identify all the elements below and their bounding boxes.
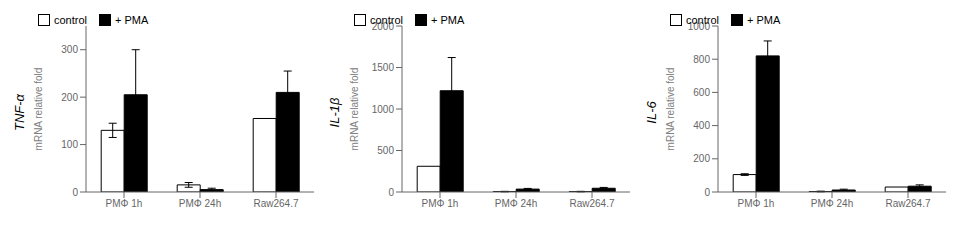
svg-text:500: 500 [377,145,394,156]
svg-text:PMΦ 1h: PMΦ 1h [738,198,775,209]
svg-text:600: 600 [693,87,710,98]
svg-text:Raw264.7: Raw264.7 [885,198,930,209]
svg-text:0: 0 [388,187,394,198]
svg-text:100: 100 [61,139,78,150]
svg-text:Raw264.7: Raw264.7 [253,198,298,209]
svg-text:400: 400 [693,120,710,131]
svg-text:PMΦ 1h: PMΦ 1h [106,198,143,209]
svg-text:PMΦ 24h: PMΦ 24h [495,198,537,209]
svg-text:Raw264.7: Raw264.7 [569,198,614,209]
svg-text:mRNA relative fold: mRNA relative fold [349,68,360,151]
svg-text:PMΦ 1h: PMΦ 1h [422,198,459,209]
svg-text:0: 0 [704,187,710,198]
svg-text:PMΦ 24h: PMΦ 24h [811,198,853,209]
svg-text:PMΦ 24h: PMΦ 24h [179,198,221,209]
svg-text:mRNA relative fold: mRNA relative fold [33,68,44,151]
svg-text:1500: 1500 [372,62,395,73]
svg-text:300: 300 [61,44,78,55]
svg-text:2000: 2000 [372,21,395,32]
svg-text:1000: 1000 [372,104,395,115]
svg-text:mRNA relative fold: mRNA relative fold [665,68,676,151]
svg-text:1000: 1000 [688,21,711,32]
svg-text:200: 200 [61,92,78,103]
svg-text:800: 800 [693,54,710,65]
svg-text:0: 0 [72,187,78,198]
svg-text:200: 200 [693,153,710,164]
